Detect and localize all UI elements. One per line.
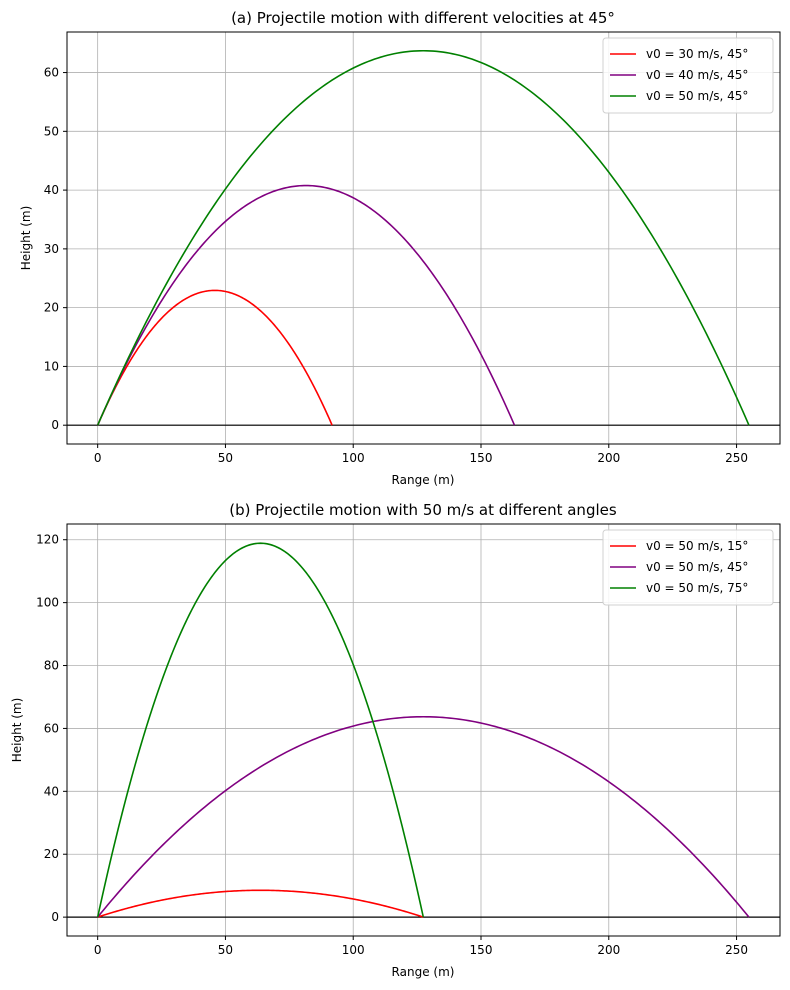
chart-b-ytick-label-5: 100 (36, 596, 59, 610)
chart-b-legend-label-2: v0 = 50 m/s, 75° (646, 581, 748, 595)
chart-a-ytick-label-6: 60 (44, 66, 59, 80)
chart-a-legend-box (602, 37, 774, 114)
chart-b-ytick-label-4: 80 (44, 659, 59, 673)
chart-b-ytick-label-0: 0 (51, 910, 59, 924)
chart-a-axes-frame (66, 31, 781, 445)
chart-a: (a) Projectile motion with different vel… (19, 9, 781, 487)
chart-a-xtick-label-1: 50 (218, 451, 233, 465)
chart-b-title: (b) Projectile motion with 50 m/s at dif… (229, 501, 617, 519)
chart-a-ytick-label-1: 10 (44, 359, 59, 373)
chart-b-ylabel: Height (m) (10, 698, 24, 763)
chart-b-ytick-label-3: 60 (44, 721, 59, 735)
chart-b-series-line-2 (96, 542, 425, 918)
chart-b-legend-box (602, 529, 774, 606)
chart-b-xtick-label-5: 250 (725, 943, 748, 957)
chart-b: (b) Projectile motion with 50 m/s at dif… (10, 501, 781, 979)
chart-a-xlabel: Range (m) (392, 473, 455, 487)
chart-a-ylabel: Height (m) (19, 206, 33, 271)
chart-a-plot-area: 0 50 100 150 200 250 0 10 20 30 40 50 60 v0 = 30 m/s,… (44, 31, 781, 465)
chart-b-xtick-label-2: 100 (342, 943, 365, 957)
chart-a-xtick-label-5: 250 (725, 451, 748, 465)
chart-a-legend-label-1: v0 = 40 m/s, 45° (646, 68, 748, 82)
chart-a-xtick-label-2: 100 (342, 451, 365, 465)
chart-b-ytick-label-6: 120 (36, 533, 59, 547)
chart-a-series-line-1 (96, 184, 516, 426)
chart-a-ytick-label-0: 0 (51, 418, 59, 432)
chart-b-legend-label-1: v0 = 50 m/s, 45° (646, 560, 748, 574)
chart-a-ytick-label-2: 20 (44, 301, 59, 315)
chart-a-title: (a) Projectile motion with different vel… (231, 9, 615, 27)
chart-a-series-line-2 (96, 49, 750, 426)
chart-a-xtick-label-3: 150 (470, 451, 493, 465)
chart-a-xtick-label-0: 0 (94, 451, 102, 465)
chart-b-xtick-label-3: 150 (470, 943, 493, 957)
chart-b-legend: v0 = 50 m/s, 15° v0 = 50 m/s, 45° v0 = 50 … (602, 529, 774, 606)
chart-b-ytick-label-1: 20 (44, 847, 59, 861)
chart-b-ytick-label-2: 40 (44, 784, 59, 798)
chart-a-series-line-0 (96, 289, 333, 426)
chart-b-series-line-0 (97, 889, 424, 918)
chart-b-xlabel: Range (m) (392, 965, 455, 979)
chart-b-xtick-label-1: 50 (218, 943, 233, 957)
chart-b-axes-frame (66, 523, 781, 937)
chart-a-ytick-label-4: 40 (44, 183, 59, 197)
chart-a-xtick-label-4: 200 (597, 451, 620, 465)
chart-b-plot-area: 0 50 100 150 200 250 0 20 40 60 80 100 120 v0 = 50 m/… (36, 523, 781, 957)
chart-b-xtick-label-4: 200 (597, 943, 620, 957)
chart-b-xtick-label-0: 0 (94, 943, 102, 957)
chart-b-series-line-1 (97, 715, 750, 918)
chart-a-ytick-label-5: 50 (44, 124, 59, 138)
chart-a-legend: v0 = 30 m/s, 45° v0 = 40 m/s, 45° v0 = 50 … (602, 37, 774, 114)
chart-b-legend-label-0: v0 = 50 m/s, 15° (646, 539, 748, 553)
chart-a-legend-label-0: v0 = 30 m/s, 45° (646, 47, 748, 61)
chart-a-ytick-label-3: 30 (44, 242, 59, 256)
chart-a-legend-label-2: v0 = 50 m/s, 45° (646, 89, 748, 103)
